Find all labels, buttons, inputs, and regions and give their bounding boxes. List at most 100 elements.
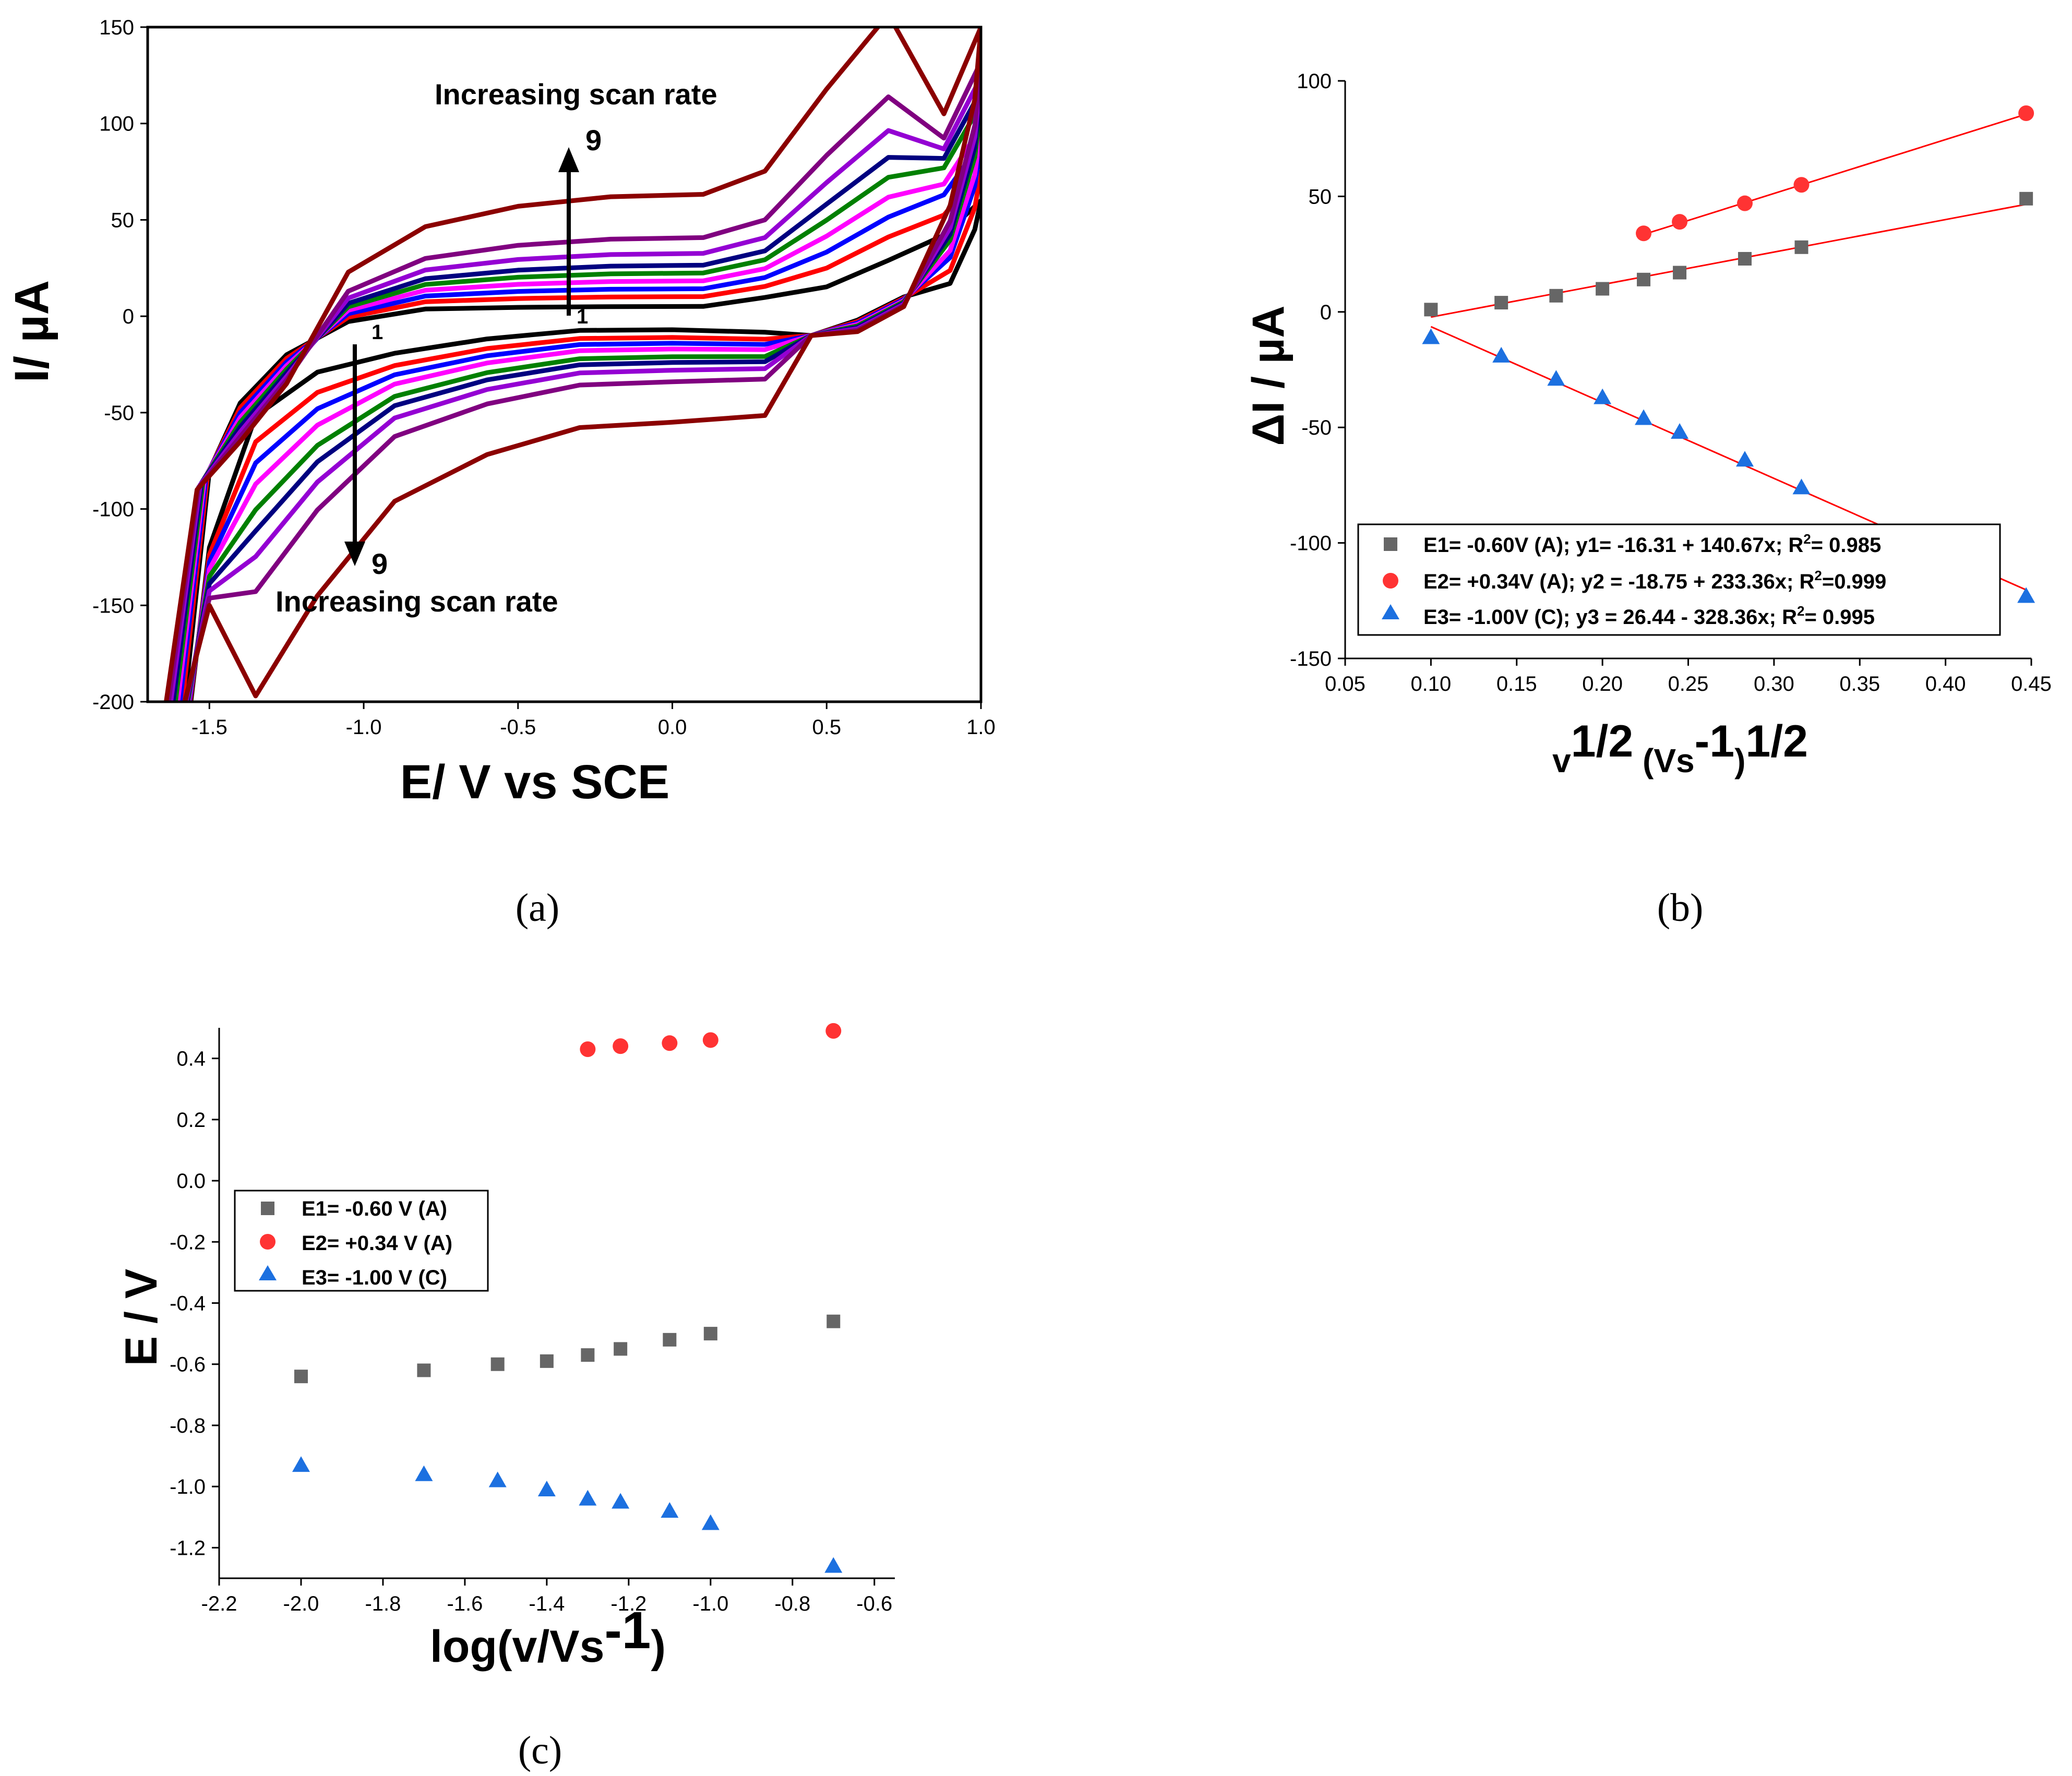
panel-c-potential-vs-log-scan-rate: -2.2 -2.0 -1.8 -1.6 -1.4 -1.2 -1.0 -0.8 -0.6 -1.2… (116, 1023, 895, 1772)
point-b-e3 (1671, 423, 1689, 439)
point-b-e1 (1596, 282, 1610, 296)
b-x-tick-label: 0.40 (1925, 673, 1966, 695)
point-c-e3 (661, 1502, 679, 1518)
legend-marker-e3 (1382, 604, 1399, 619)
b-x-tick-label: 0.25 (1668, 673, 1709, 695)
point-c-e1 (703, 1327, 717, 1341)
x-label-v: v (1552, 742, 1571, 779)
point-c-e1 (540, 1354, 554, 1368)
panel-a-x-axis-label: E/ V vs SCE (400, 755, 669, 809)
c-y-tick-label: -1.0 (170, 1475, 206, 1498)
a-y-tick-label: -100 (92, 498, 134, 521)
b-x-tick-label: 0.30 (1754, 673, 1794, 695)
point-b-e1 (1494, 296, 1508, 310)
legend-c-entry-e1: E1= -0.60 V (A) (302, 1197, 447, 1220)
c-y-tick-label: 0.2 (176, 1109, 206, 1132)
legend-entry-e2: E2= +0.34V (A); y2 = -18.75 + 233.36x; R… (1423, 568, 1886, 593)
c-y-tick-label: -0.2 (170, 1231, 206, 1254)
point-c-e1 (663, 1333, 677, 1347)
point-b-e3 (1547, 370, 1565, 386)
a-x-tick-label: -1.0 (346, 716, 382, 739)
upper-arrow-caption: Increasing scan rate (435, 78, 717, 111)
point-c-e3 (537, 1481, 556, 1497)
c-y-tick-label: -1.2 (170, 1537, 206, 1559)
c-x-tick-label: -1.2 (610, 1592, 646, 1615)
legend-c-entry-e3: E3= -1.00 V (C) (302, 1266, 447, 1289)
point-b-e1 (1549, 289, 1563, 303)
point-b-e3 (1492, 346, 1511, 363)
b-y-tick-label: -150 (1290, 647, 1332, 670)
cv-curve-8 (166, 59, 981, 702)
panel-c-x-axis-label: log(v/Vs-1) (430, 1601, 666, 1672)
point-b-e1 (1673, 266, 1687, 280)
c-x-tick-label: -1.8 (365, 1592, 401, 1615)
point-c-e3 (612, 1493, 630, 1509)
point-b-e2 (2018, 105, 2034, 121)
upper-arrow-head (558, 147, 579, 172)
cv-curve-3 (177, 140, 981, 702)
panel-b-label: (b) (1657, 886, 1704, 930)
point-b-e3 (1422, 328, 1440, 344)
c-x-label-close: ) (651, 1622, 666, 1672)
b-y-tick-label: -100 (1290, 532, 1332, 555)
c-y-tick-label: -0.6 (170, 1353, 206, 1376)
a-y-tick-label: -150 (92, 594, 134, 617)
c-x-tick-label: -1.6 (447, 1592, 483, 1615)
point-b-e2 (1736, 195, 1753, 211)
panel-b-x-axis-label: v1/2 (Vs-1)1/2 (1552, 716, 1808, 779)
lower-arrow-end-label: 9 (372, 547, 388, 580)
c-x-tick-label: -1.0 (692, 1592, 728, 1615)
point-b-e3 (1792, 478, 1811, 495)
point-c-e3 (824, 1557, 843, 1573)
legend-c-entry-e2: E2= +0.34 V (A) (302, 1232, 452, 1255)
point-b-e1 (2019, 191, 2033, 206)
c-y-tick-label: 0.4 (176, 1048, 206, 1071)
cv-curve-9 (164, 27, 981, 702)
a-x-tick-label: -1.5 (191, 716, 227, 739)
a-y-tick-label: 50 (111, 209, 135, 232)
lower-arrow-start-label: 1 (372, 321, 383, 344)
legend-marker-e1 (1384, 537, 1397, 551)
point-c-e2 (702, 1032, 718, 1048)
point-c-e2 (613, 1038, 629, 1054)
a-y-tick-label: 0 (123, 305, 134, 328)
a-y-tick-label: 100 (99, 113, 134, 136)
point-c-e3 (488, 1471, 507, 1487)
point-b-e3 (1635, 409, 1653, 425)
c-x-label-neg1: -1 (604, 1601, 651, 1660)
lower-arrow-caption: Increasing scan rate (276, 585, 558, 618)
panel-a-cyclic-voltammogram: -1.5 -1.0 -0.5 0.0 0.5 1.0 -200 -150 -100 -50 0 50 1… (5, 16, 996, 930)
point-b-e1 (1794, 240, 1808, 254)
point-c-e3 (701, 1514, 720, 1530)
panel-a-ticks: -1.5 -1.0 -0.5 0.0 0.5 1.0 -200 -150 -100 -50 0 50 1… (92, 16, 996, 739)
b-y-tick-label: -50 (1301, 416, 1332, 439)
legend-marker-e2 (1383, 573, 1398, 589)
panel-c-ticks: -2.2 -2.0 -1.8 -1.6 -1.4 -1.2 -1.0 -0.8 -0.6 -1.2… (170, 1028, 895, 1615)
point-b-e2 (1672, 214, 1688, 230)
point-b-e2 (1636, 225, 1652, 242)
point-c-e2 (580, 1041, 596, 1058)
b-y-tick-label: 50 (1309, 185, 1332, 208)
b-x-tick-label: 0.45 (2011, 673, 2052, 695)
panel-a-label: (a) (516, 886, 559, 930)
point-c-e1 (827, 1314, 841, 1328)
lower-arrow-head (344, 542, 365, 566)
point-c-e3 (579, 1490, 597, 1506)
panel-b-legend: E1= -0.60V (A); y1= -16.31 + 140.67x; R2… (1357, 523, 2001, 636)
a-x-tick-label: 1.0 (966, 716, 996, 739)
point-c-e3 (415, 1465, 433, 1481)
panel-b-y-axis-label: ΔI / µA (1243, 305, 1293, 446)
legend-entry-e3: E3= -1.00V (C); y3 = 26.44 - 328.36x; R2… (1423, 603, 1875, 629)
legend-marker-c-e2 (260, 1234, 276, 1250)
legend-e1-tail: = 0.985 (1811, 534, 1882, 557)
point-b-e1 (1637, 272, 1651, 286)
c-x-tick-label: -0.6 (856, 1592, 892, 1615)
point-c-e2 (825, 1023, 842, 1039)
upper-arrow-start-label: 1 (577, 305, 588, 328)
b-x-tick-label: 0.35 (1839, 673, 1880, 695)
c-y-tick-label: -0.4 (170, 1292, 206, 1315)
c-x-tick-label: -2.0 (283, 1592, 319, 1615)
panel-c-legend-box (234, 1190, 489, 1292)
panel-b-ticks: 0.05 0.10 0.15 0.20 0.25 0.30 0.35 0.40 0.45 -150… (1290, 70, 2052, 695)
b-x-tick-label: 0.10 (1410, 673, 1451, 695)
